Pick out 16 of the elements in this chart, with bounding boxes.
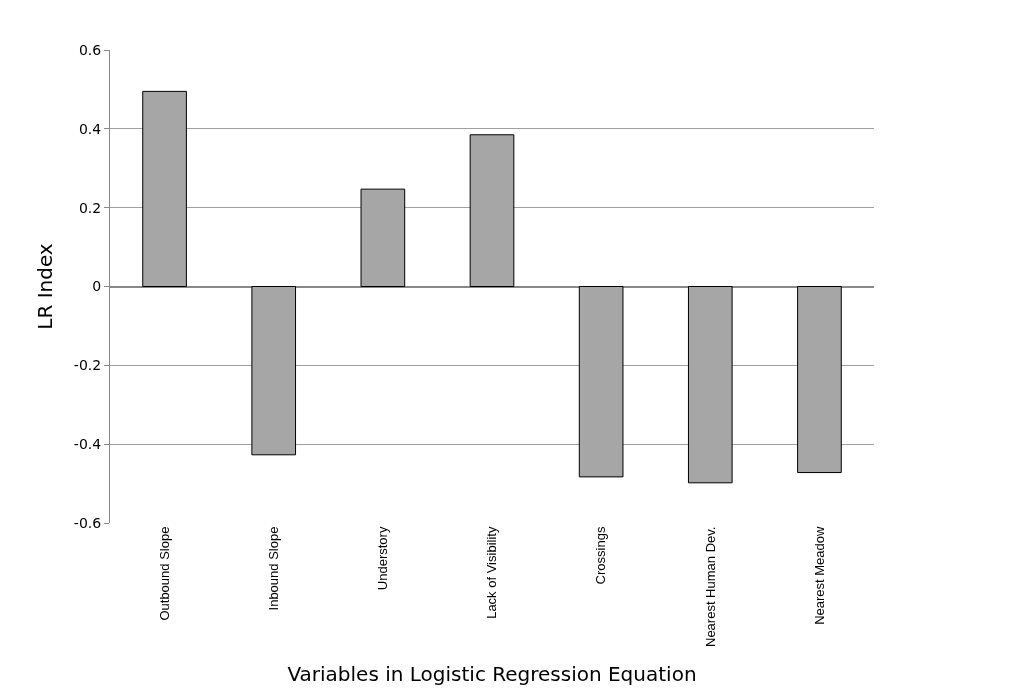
x-tick-label: Nearest Meadow bbox=[811, 526, 827, 625]
y-tick-label: -0.6 bbox=[73, 514, 102, 531]
x-tick-label: Crossings bbox=[593, 526, 609, 585]
x-axis-title: Variables in Logistic Regression Equation bbox=[287, 661, 697, 686]
x-tick-label: Inbound Slope bbox=[265, 526, 281, 611]
x-tick-label: Lack of Visibility bbox=[484, 526, 500, 619]
x-tick-label: Outbound Slope bbox=[156, 526, 172, 621]
y-tick-label: -0.2 bbox=[73, 357, 102, 374]
y-tick-label: 0 bbox=[92, 278, 102, 295]
x-tick-label: Understory bbox=[375, 526, 391, 591]
y-tick-label: -0.4 bbox=[73, 436, 102, 453]
y-tick-label: 0.6 bbox=[78, 41, 102, 58]
y-tick-label: 0.2 bbox=[78, 199, 102, 216]
y-axis-title: LR Index bbox=[33, 243, 58, 330]
y-tick-label: 0.4 bbox=[78, 120, 102, 137]
x-tick-label: Nearest Human Dev. bbox=[702, 526, 718, 648]
